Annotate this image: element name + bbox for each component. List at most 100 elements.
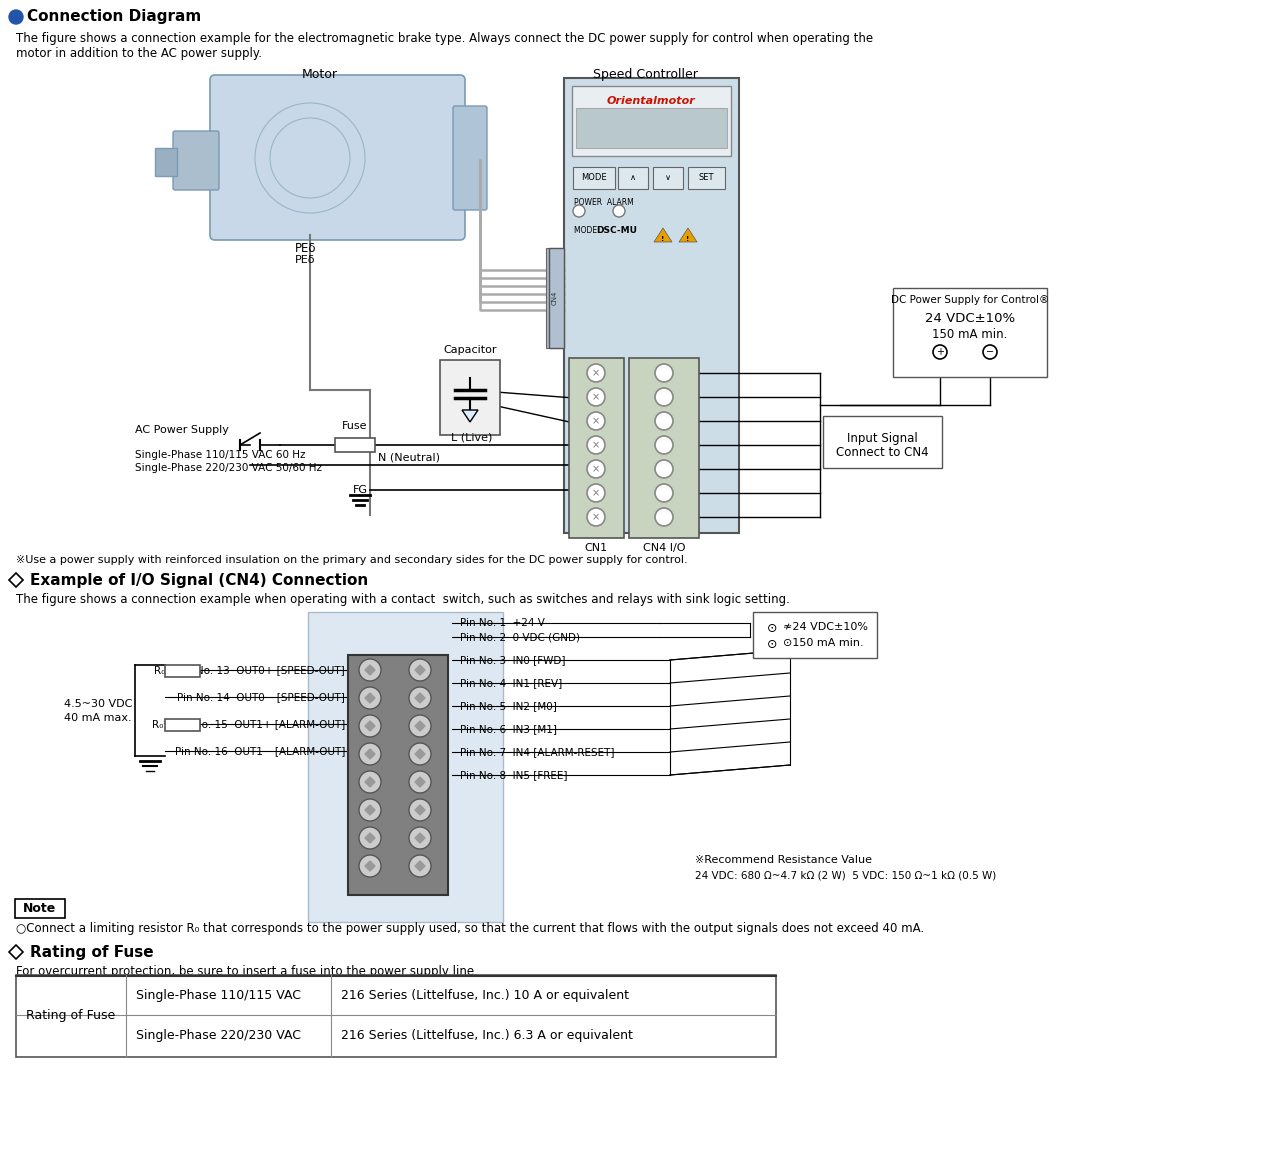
FancyBboxPatch shape xyxy=(440,361,500,435)
Polygon shape xyxy=(365,721,375,732)
Text: 40 mA max.: 40 mA max. xyxy=(64,713,132,723)
FancyBboxPatch shape xyxy=(618,167,648,190)
Text: Single-Phase 220/230 VAC 50/60 Hz: Single-Phase 220/230 VAC 50/60 Hz xyxy=(134,463,323,473)
Circle shape xyxy=(358,827,381,849)
Circle shape xyxy=(588,436,605,454)
Text: ×: × xyxy=(591,488,600,498)
Polygon shape xyxy=(415,833,425,843)
Text: Pin No. 2  0 VDC (GND): Pin No. 2 0 VDC (GND) xyxy=(460,632,580,642)
Circle shape xyxy=(358,659,381,682)
Text: 24 VDC: 680 Ω~4.7 kΩ (2 W)  5 VDC: 150 Ω~1 kΩ (0.5 W): 24 VDC: 680 Ω~4.7 kΩ (2 W) 5 VDC: 150 Ω~… xyxy=(695,870,996,880)
Polygon shape xyxy=(415,749,425,759)
FancyBboxPatch shape xyxy=(653,167,684,190)
FancyBboxPatch shape xyxy=(570,358,625,538)
Text: Capacitor: Capacitor xyxy=(443,345,497,355)
Text: Speed Controller: Speed Controller xyxy=(593,67,698,81)
Circle shape xyxy=(358,771,381,793)
Circle shape xyxy=(655,436,673,454)
Text: ※Use a power supply with reinforced insulation on the primary and secondary side: ※Use a power supply with reinforced insu… xyxy=(15,555,687,565)
FancyBboxPatch shape xyxy=(308,612,503,922)
Polygon shape xyxy=(365,805,375,815)
Text: Note: Note xyxy=(23,901,56,914)
FancyBboxPatch shape xyxy=(15,899,65,918)
FancyBboxPatch shape xyxy=(547,248,564,348)
Text: Fuse: Fuse xyxy=(342,421,367,431)
Circle shape xyxy=(655,508,673,526)
Text: L (Live): L (Live) xyxy=(452,431,493,442)
FancyBboxPatch shape xyxy=(572,86,731,156)
FancyBboxPatch shape xyxy=(165,665,200,677)
Text: ≉24 VDC±10%: ≉24 VDC±10% xyxy=(783,622,868,632)
Text: MODEL: MODEL xyxy=(573,226,604,235)
Text: PEδ: PEδ xyxy=(294,242,316,255)
Circle shape xyxy=(588,412,605,430)
Text: !: ! xyxy=(662,236,664,242)
Text: Pin No. 14  OUT0− [SPEED-OUT]: Pin No. 14 OUT0− [SPEED-OUT] xyxy=(177,692,346,702)
Text: Pin No. 6  IN3 [M1]: Pin No. 6 IN3 [M1] xyxy=(460,725,557,734)
Text: Pin No. 4  IN1 [REV]: Pin No. 4 IN1 [REV] xyxy=(460,678,562,688)
Text: Single-Phase 110/115 VAC 60 Hz: Single-Phase 110/115 VAC 60 Hz xyxy=(134,450,306,461)
Text: Input Signal: Input Signal xyxy=(846,431,918,445)
Text: CN4: CN4 xyxy=(552,291,558,305)
FancyBboxPatch shape xyxy=(453,106,486,211)
Circle shape xyxy=(573,205,585,217)
Circle shape xyxy=(358,799,381,821)
Circle shape xyxy=(410,687,431,709)
Polygon shape xyxy=(365,833,375,843)
Text: Connection Diagram: Connection Diagram xyxy=(27,9,201,24)
Circle shape xyxy=(983,345,997,359)
Polygon shape xyxy=(415,721,425,732)
Text: ×: × xyxy=(591,416,600,426)
FancyBboxPatch shape xyxy=(893,288,1047,377)
Circle shape xyxy=(613,205,625,217)
Text: 216 Series (Littelfuse, Inc.) 10 A or equivalent: 216 Series (Littelfuse, Inc.) 10 A or eq… xyxy=(340,989,628,1001)
Circle shape xyxy=(655,484,673,502)
Circle shape xyxy=(655,461,673,478)
FancyBboxPatch shape xyxy=(689,167,724,190)
Text: motor in addition to the AC power supply.: motor in addition to the AC power supply… xyxy=(15,47,262,60)
Circle shape xyxy=(655,412,673,430)
Polygon shape xyxy=(365,777,375,787)
Circle shape xyxy=(410,799,431,821)
Text: PEδ: PEδ xyxy=(294,255,315,265)
FancyBboxPatch shape xyxy=(753,612,877,658)
Text: DC Power Supply for Control®: DC Power Supply for Control® xyxy=(891,295,1050,305)
Text: Pin No. 1  +24 V: Pin No. 1 +24 V xyxy=(460,618,545,628)
FancyBboxPatch shape xyxy=(549,248,564,348)
Circle shape xyxy=(410,659,431,682)
Text: R₀*  Pin No. 13  OUT0+ [SPEED-OUT]: R₀* Pin No. 13 OUT0+ [SPEED-OUT] xyxy=(155,665,346,675)
Text: ×: × xyxy=(591,464,600,475)
Text: SET: SET xyxy=(699,173,714,183)
Circle shape xyxy=(410,855,431,877)
Polygon shape xyxy=(365,693,375,702)
Circle shape xyxy=(410,771,431,793)
Polygon shape xyxy=(678,228,698,242)
Polygon shape xyxy=(415,665,425,675)
Text: The figure shows a connection example when operating with a contact  switch, suc: The figure shows a connection example wh… xyxy=(15,593,790,606)
Text: DSC-MU: DSC-MU xyxy=(596,226,637,235)
Polygon shape xyxy=(365,749,375,759)
Text: Rating of Fuse: Rating of Fuse xyxy=(29,944,154,959)
Text: Single-Phase 110/115 VAC: Single-Phase 110/115 VAC xyxy=(136,989,301,1001)
Circle shape xyxy=(358,715,381,737)
Text: MODE: MODE xyxy=(581,173,607,183)
FancyBboxPatch shape xyxy=(628,358,699,538)
Text: N (Neutral): N (Neutral) xyxy=(378,452,440,462)
Circle shape xyxy=(588,461,605,478)
Text: The figure shows a connection example for the electromagnetic brake type. Always: The figure shows a connection example fo… xyxy=(15,33,873,45)
Circle shape xyxy=(655,364,673,381)
FancyBboxPatch shape xyxy=(173,131,219,190)
FancyBboxPatch shape xyxy=(155,148,177,176)
Polygon shape xyxy=(9,946,23,959)
Polygon shape xyxy=(9,573,23,587)
Circle shape xyxy=(410,827,431,849)
Circle shape xyxy=(933,345,947,359)
Polygon shape xyxy=(415,777,425,787)
FancyBboxPatch shape xyxy=(210,74,465,240)
FancyBboxPatch shape xyxy=(15,975,776,1057)
Text: R₀*  Pin No. 15  OUT1+ [ALARM-OUT]: R₀* Pin No. 15 OUT1+ [ALARM-OUT] xyxy=(152,719,346,729)
Polygon shape xyxy=(365,665,375,675)
Text: ※Recommend Resistance Value: ※Recommend Resistance Value xyxy=(695,855,872,865)
Text: CN4 I/O: CN4 I/O xyxy=(643,543,685,552)
Text: Connect to CN4: Connect to CN4 xyxy=(836,445,928,459)
